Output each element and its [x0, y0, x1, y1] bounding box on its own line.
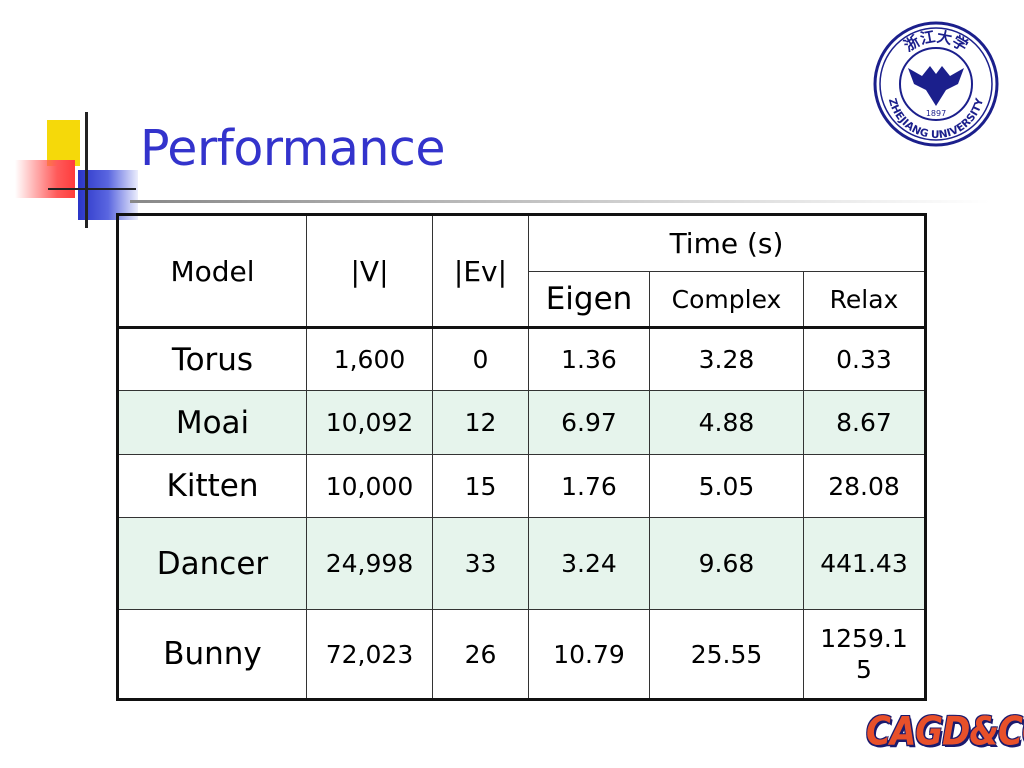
cell-relax: 8.67: [803, 390, 926, 455]
decorative-blue-square: [78, 170, 138, 220]
header-eigen: Eigen: [528, 271, 650, 329]
cell-model: Bunny: [117, 609, 307, 700]
header-model: Model: [117, 214, 307, 329]
cell-ev: 33: [432, 517, 529, 610]
cell-model: Kitten: [117, 454, 307, 518]
cell-eigen: 3.24: [528, 517, 650, 610]
cell-relax: 28.08: [803, 454, 926, 518]
header-relax: Relax: [803, 271, 926, 329]
cell-v: 72,023: [306, 609, 433, 700]
cell-model: Moai: [117, 390, 307, 455]
zhejiang-university-seal-icon: 浙江大学 ZHEJIANG UNIVERSITY 1897: [873, 21, 999, 147]
title-underline: [130, 200, 990, 203]
table-row-bunny: Bunny 72,023 26 10.79 25.55 1259.15: [117, 609, 926, 700]
cell-eigen: 1.76: [528, 454, 650, 518]
slide-title: Performance: [140, 120, 446, 177]
cell-ev: 12: [432, 390, 529, 455]
cell-complex: 4.88: [649, 390, 804, 455]
cell-complex: 5.05: [649, 454, 804, 518]
cell-v: 24,998: [306, 517, 433, 610]
cell-complex: 9.68: [649, 517, 804, 610]
decorative-red-square: [15, 160, 75, 198]
cell-ev: 0: [432, 327, 529, 391]
cell-relax: 1259.15: [820, 624, 908, 684]
table-row-kitten: Kitten 10,000 15 1.76 5.05 28.08: [117, 454, 926, 518]
table-row-torus: Torus 1,600 0 1.36 3.28 0.33: [117, 327, 926, 391]
cell-complex: 25.55: [649, 609, 804, 700]
seal-year: 1897: [926, 109, 946, 118]
cell-v: 10,000: [306, 454, 433, 518]
header-time: Time (s): [528, 214, 926, 272]
cell-ev: 26: [432, 609, 529, 700]
cell-eigen: 1.36: [528, 327, 650, 391]
cell-model: Dancer: [117, 517, 307, 610]
cell-ev: 15: [432, 454, 529, 518]
cell-eigen: 10.79: [528, 609, 650, 700]
cagd-cg-logo: CAGD&CG: [866, 709, 1024, 755]
cell-complex: 3.28: [649, 327, 804, 391]
header-v: |V|: [306, 214, 433, 329]
decorative-horizontal-line: [48, 188, 136, 190]
header-ev: |Ev|: [432, 214, 529, 329]
cell-v: 10,092: [306, 390, 433, 455]
cell-relax: 441.43: [820, 549, 908, 578]
decorative-yellow-square: [47, 120, 80, 166]
cell-relax: 0.33: [803, 327, 926, 391]
header-complex: Complex: [649, 271, 804, 329]
cell-model: Torus: [117, 327, 307, 391]
table-row-dancer: Dancer 24,998 33 3.24 9.68 441.43: [117, 517, 926, 610]
decorative-vertical-line: [85, 112, 88, 228]
cell-eigen: 6.97: [528, 390, 650, 455]
performance-table: Model |V| |Ev| Time (s) Eigen Complex Re…: [116, 213, 927, 701]
table-row-moai: Moai 10,092 12 6.97 4.88 8.67: [117, 390, 926, 455]
cell-v: 1,600: [306, 327, 433, 391]
